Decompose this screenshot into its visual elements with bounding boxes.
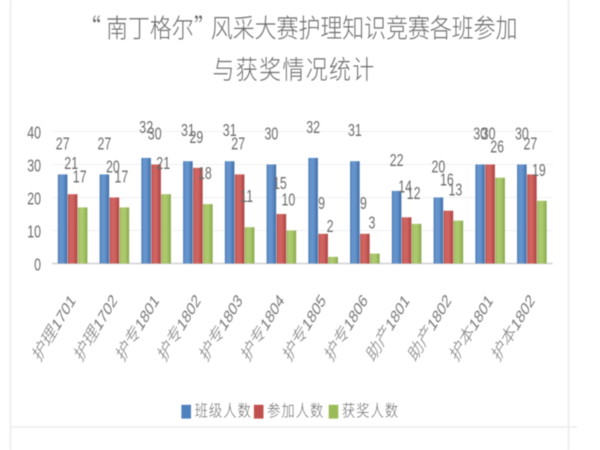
svg-text:0: 0 [34, 256, 41, 276]
svg-text:29: 29 [190, 128, 204, 148]
svg-text:32: 32 [139, 118, 153, 138]
svg-text:26: 26 [490, 138, 504, 158]
svg-text:9: 9 [360, 194, 367, 214]
svg-text:14: 14 [398, 177, 412, 197]
svg-text:10: 10 [27, 223, 41, 243]
svg-text:21: 21 [64, 154, 78, 174]
svg-text:31: 31 [348, 121, 362, 141]
svg-text:27: 27 [524, 134, 538, 154]
svg-text:3: 3 [368, 213, 375, 233]
svg-text:20: 20 [106, 157, 120, 177]
svg-text:20: 20 [432, 157, 446, 177]
svg-text:40: 40 [27, 124, 41, 144]
svg-text:30: 30 [27, 157, 41, 177]
svg-text:27: 27 [56, 134, 70, 154]
svg-text:19: 19 [532, 161, 546, 181]
svg-text:11: 11 [240, 187, 253, 207]
svg-text:13: 13 [449, 180, 463, 200]
svg-text:22: 22 [390, 151, 404, 171]
svg-text:30: 30 [148, 124, 162, 144]
svg-text:17: 17 [73, 167, 87, 187]
svg-text:16: 16 [440, 171, 454, 191]
svg-text:21: 21 [156, 154, 170, 174]
svg-text:9: 9 [318, 194, 325, 214]
svg-text:30: 30 [515, 124, 529, 144]
svg-text:20: 20 [27, 190, 41, 210]
svg-text:27: 27 [98, 134, 112, 154]
svg-text:30: 30 [473, 124, 487, 144]
svg-text:30: 30 [482, 124, 496, 144]
svg-text:30: 30 [265, 124, 279, 144]
svg-text:15: 15 [273, 174, 287, 194]
svg-text:32: 32 [306, 118, 320, 138]
svg-text:17: 17 [115, 167, 129, 187]
svg-text:10: 10 [282, 190, 296, 210]
svg-text:27: 27 [231, 134, 245, 154]
svg-text:18: 18 [198, 164, 212, 184]
svg-text:31: 31 [181, 121, 195, 141]
svg-text:2: 2 [327, 217, 334, 237]
svg-text:12: 12 [407, 184, 421, 204]
svg-text:31: 31 [223, 121, 237, 141]
